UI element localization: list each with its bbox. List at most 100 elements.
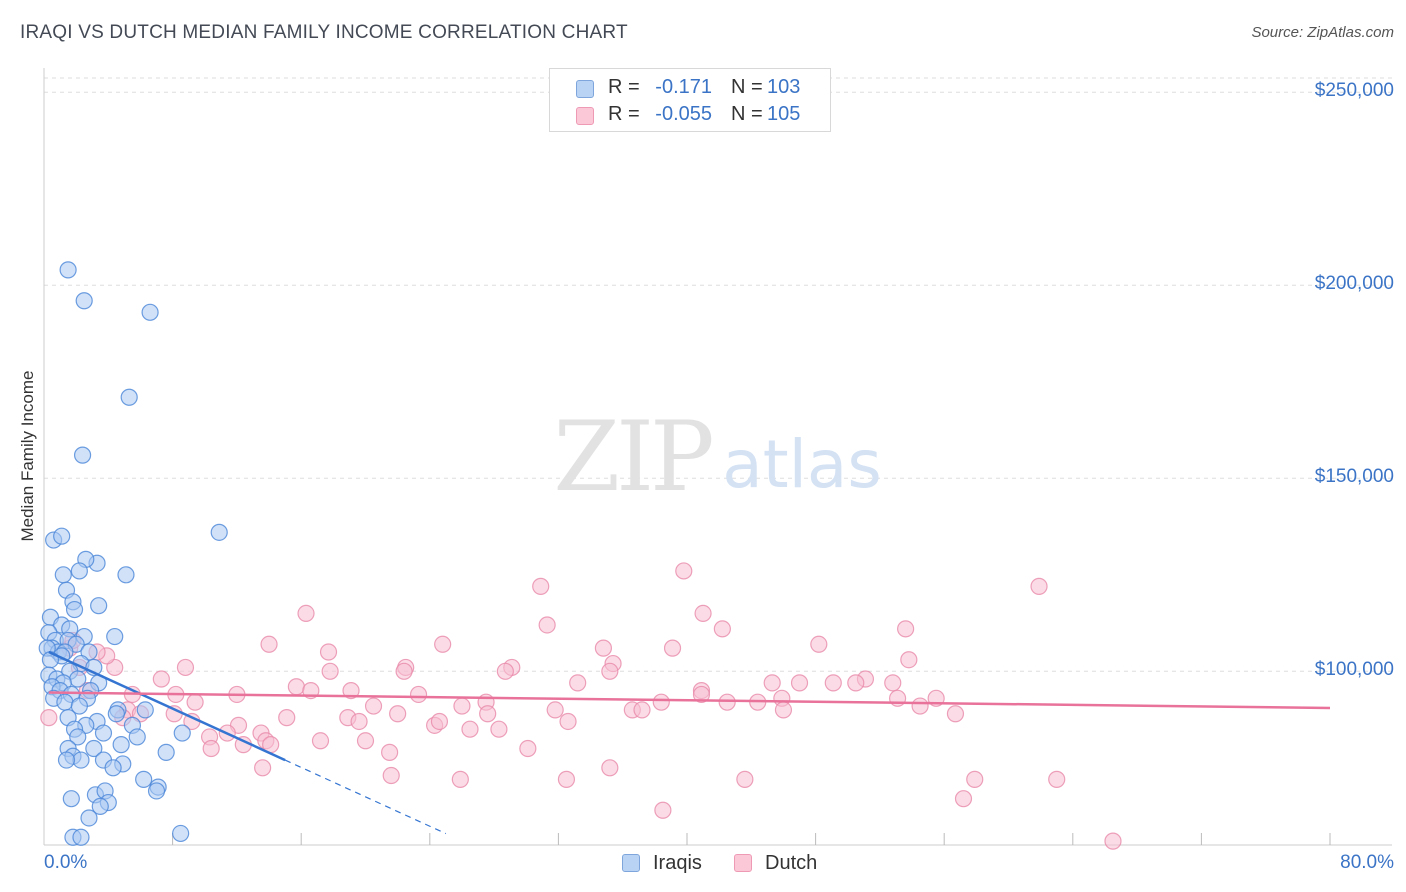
- data-point: [389, 705, 407, 723]
- data-point: [356, 732, 375, 750]
- data-point: [287, 678, 305, 696]
- data-point: [601, 662, 619, 680]
- data-point: [382, 766, 400, 785]
- data-point: [364, 697, 383, 715]
- data-point: [172, 824, 190, 843]
- data-point: [136, 701, 154, 719]
- data-point: [69, 728, 87, 746]
- data-point: [311, 732, 330, 750]
- watermark-atlas: atlas: [722, 426, 882, 503]
- data-point: [911, 697, 929, 715]
- data-point: [117, 566, 135, 584]
- data-point: [54, 566, 72, 584]
- data-point: [94, 724, 113, 742]
- data-point: [112, 736, 130, 754]
- data-point: [85, 739, 103, 758]
- legend-label-dutch: Dutch: [765, 852, 818, 874]
- data-point: [90, 597, 108, 615]
- data-point: [73, 446, 92, 464]
- iraqis-swatch: [622, 854, 640, 872]
- data-point: [774, 701, 793, 719]
- data-point: [461, 720, 479, 738]
- dutch-trend-line: [48, 691, 1331, 710]
- y-tick-label: $100,000: [1314, 659, 1394, 681]
- data-point: [519, 739, 537, 758]
- legend-row-iraqis: R = -0.171 N = 103: [550, 76, 830, 100]
- data-point: [451, 770, 469, 788]
- data-point: [210, 523, 228, 541]
- data-point: [1104, 832, 1122, 850]
- data-point: [72, 751, 90, 769]
- trend-lines: [48, 650, 1331, 835]
- correlation-legend: R = -0.171 N = 103 R = -0.055 N = 105: [549, 68, 831, 132]
- data-point: [254, 759, 272, 777]
- data-point: [202, 739, 220, 758]
- data-point: [897, 620, 915, 638]
- data-point: [546, 701, 564, 719]
- y-tick-label: $250,000: [1314, 80, 1394, 102]
- data-point: [692, 685, 711, 704]
- legend-r-label: R =: [608, 76, 640, 98]
- data-point: [430, 712, 449, 731]
- grid-lines: [44, 77, 1392, 672]
- legend-n-label: N =: [731, 76, 763, 98]
- data-point: [321, 662, 339, 680]
- data-point: [694, 604, 712, 623]
- data-point: [59, 261, 77, 279]
- data-point: [91, 797, 109, 816]
- data-point: [186, 693, 204, 711]
- data-point: [72, 828, 90, 846]
- data-point: [70, 562, 88, 580]
- dutch-swatch: [734, 854, 752, 872]
- data-point: [538, 616, 556, 634]
- iraqis-trend-extension: [284, 759, 447, 835]
- data-point: [557, 770, 576, 788]
- data-point: [40, 709, 58, 727]
- legend-n-value: 105: [767, 103, 801, 125]
- data-point: [319, 643, 338, 661]
- data-point: [954, 790, 973, 808]
- data-point: [176, 658, 195, 677]
- data-point: [736, 770, 754, 788]
- legend-r-label: R =: [608, 103, 640, 125]
- data-point: [69, 670, 87, 688]
- data-point: [173, 724, 191, 742]
- data-point: [790, 674, 809, 692]
- data-point: [434, 635, 452, 653]
- data-point: [496, 662, 514, 680]
- data-point: [75, 292, 93, 310]
- x-tick-label: 0.0%: [44, 852, 88, 873]
- data-point: [65, 600, 84, 619]
- data-point: [297, 604, 315, 623]
- legend-row-dutch: R = -0.055 N = 105: [550, 103, 830, 127]
- y-tick-label: $150,000: [1314, 466, 1394, 488]
- iraqis-trend-line: [48, 650, 286, 762]
- data-point: [395, 662, 413, 680]
- data-point: [80, 809, 98, 827]
- legend-n-value: 103: [767, 76, 801, 98]
- iraqis-swatch: [576, 80, 594, 98]
- iraqis-points: [38, 261, 228, 846]
- data-point: [763, 674, 781, 692]
- data-point: [559, 712, 577, 731]
- data-point: [601, 759, 619, 777]
- data-point: [713, 620, 731, 638]
- legend-r-value: -0.171: [655, 76, 712, 98]
- data-point: [128, 728, 146, 746]
- data-point: [70, 697, 88, 715]
- data-point: [847, 674, 865, 692]
- data-point: [675, 562, 693, 580]
- data-point: [342, 681, 360, 700]
- data-point: [490, 720, 508, 738]
- data-point: [946, 705, 965, 723]
- dutch-points: [40, 562, 1122, 850]
- legend-n-label: N =: [731, 103, 763, 125]
- data-point: [135, 770, 153, 788]
- data-point: [479, 705, 497, 723]
- watermark: ZIP atlas: [553, 401, 881, 513]
- data-point: [260, 635, 278, 653]
- data-point: [1048, 770, 1066, 788]
- watermark-zip: ZIP: [553, 401, 712, 513]
- data-point: [147, 782, 166, 800]
